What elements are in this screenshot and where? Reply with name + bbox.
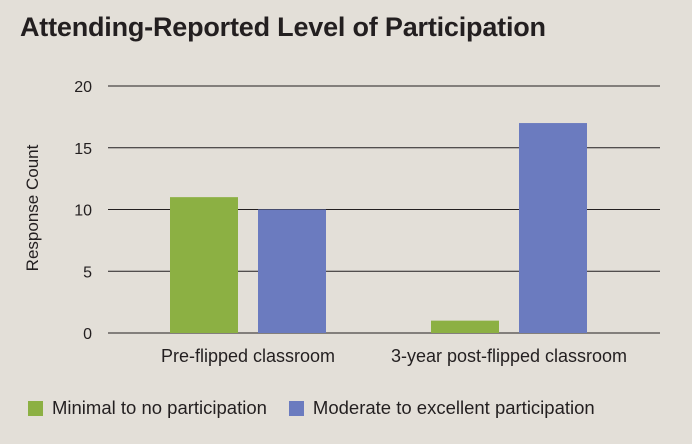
- y-tick-label: 5: [83, 264, 92, 281]
- x-category-label: 3-year post-flipped classroom: [391, 346, 627, 366]
- legend-swatch-moderate: [288, 400, 304, 416]
- legend-swatch-minimal: [28, 400, 43, 416]
- legend-item-moderate: Moderate to excellent participation: [288, 397, 595, 419]
- y-tick-label: 15: [74, 141, 92, 158]
- bar-minimal-1: [431, 320, 499, 333]
- y-tick-label: 0: [83, 326, 92, 343]
- legend-item-minimal: Minimal to no participation: [28, 397, 267, 419]
- chart-title: Attending-Reported Level of Participatio…: [20, 12, 546, 42]
- y-tick-label: 10: [74, 203, 92, 220]
- bar-minimal-0: [170, 197, 238, 333]
- x-category-label: Pre-flipped classroom: [161, 346, 335, 366]
- chart-legend: Minimal to no participation Moderate to …: [28, 397, 617, 419]
- bar-moderate-0: [258, 209, 326, 333]
- legend-label-minimal: Minimal to no participation: [52, 397, 267, 418]
- bar-moderate-1: [519, 123, 587, 333]
- legend-label-moderate: Moderate to excellent participation: [312, 397, 595, 418]
- y-tick-label: 20: [74, 79, 92, 96]
- y-axis-label: Response Count: [23, 144, 42, 271]
